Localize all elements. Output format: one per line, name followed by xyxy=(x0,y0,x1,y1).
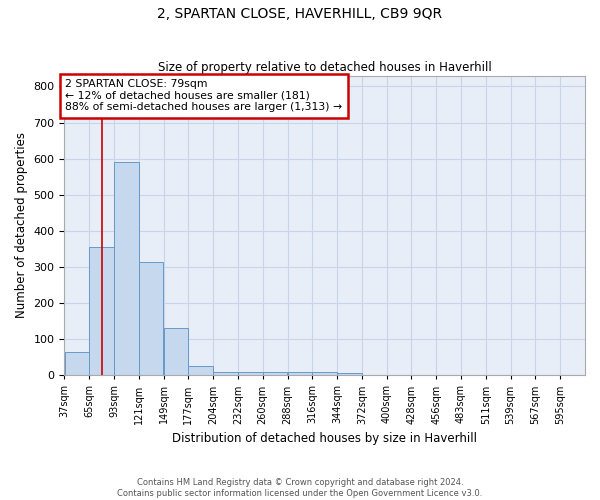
Bar xyxy=(337,374,362,376)
Text: 2 SPARTAN CLOSE: 79sqm
← 12% of detached houses are smaller (181)
88% of semi-de: 2 SPARTAN CLOSE: 79sqm ← 12% of detached… xyxy=(65,80,343,112)
Bar xyxy=(139,262,163,376)
Text: Contains HM Land Registry data © Crown copyright and database right 2024.
Contai: Contains HM Land Registry data © Crown c… xyxy=(118,478,482,498)
Bar xyxy=(114,162,139,376)
Bar xyxy=(89,247,114,376)
Title: Size of property relative to detached houses in Haverhill: Size of property relative to detached ho… xyxy=(158,62,491,74)
Bar xyxy=(263,372,287,376)
Bar xyxy=(188,366,213,376)
Text: 2, SPARTAN CLOSE, HAVERHILL, CB9 9QR: 2, SPARTAN CLOSE, HAVERHILL, CB9 9QR xyxy=(157,8,443,22)
Bar xyxy=(238,372,263,376)
Bar xyxy=(65,352,89,376)
Y-axis label: Number of detached properties: Number of detached properties xyxy=(15,132,28,318)
Bar xyxy=(213,372,238,376)
Bar xyxy=(313,372,337,376)
Bar xyxy=(287,372,312,376)
X-axis label: Distribution of detached houses by size in Haverhill: Distribution of detached houses by size … xyxy=(172,432,477,445)
Bar xyxy=(164,328,188,376)
